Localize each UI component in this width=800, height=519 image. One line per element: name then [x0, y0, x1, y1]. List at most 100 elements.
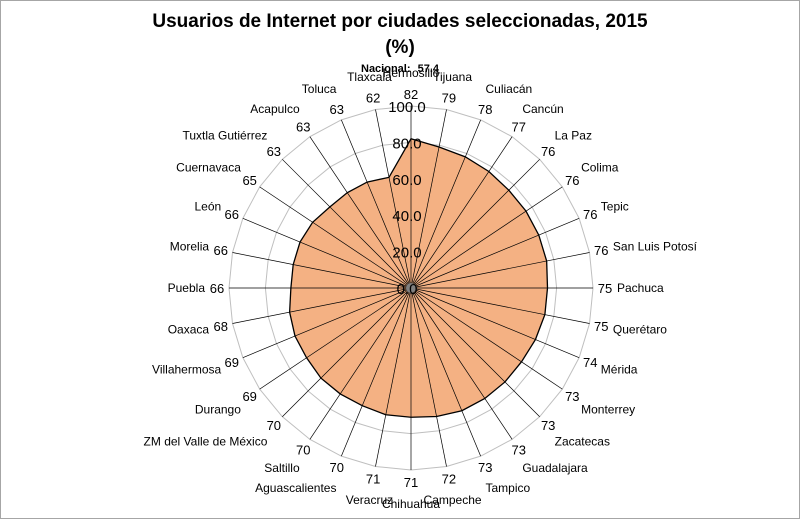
value-label: 69	[225, 355, 239, 370]
radial-tick-label: 0.0	[397, 281, 418, 298]
category-label: San Luis Potosí	[613, 239, 698, 253]
axis-spoke	[259, 287, 412, 390]
chart-title-line1: Usuarios de Internet por ciudades selecc…	[152, 11, 648, 32]
axis-spoke	[410, 287, 513, 440]
axis-spoke	[410, 287, 447, 467]
axis-spoke	[410, 287, 563, 390]
value-label: 82	[404, 87, 418, 102]
national-annotation: Nacional: 57.4	[1, 63, 799, 75]
national-annotation-label: Nacional:	[361, 63, 411, 75]
value-label: 70	[296, 442, 310, 457]
category-label: Morelia	[170, 239, 210, 253]
radial-tick-label: 40.0	[392, 208, 421, 225]
category-label: Monterrey	[581, 402, 635, 416]
category-label: Toluca	[302, 82, 337, 96]
category-label: Tlaxcala	[347, 70, 392, 84]
value-label: 73	[541, 418, 555, 433]
value-label: 63	[330, 102, 344, 117]
value-label: 70	[330, 460, 344, 475]
axis-spoke	[410, 136, 513, 289]
category-label: Campeche	[424, 493, 482, 507]
axis-spoke	[309, 287, 412, 440]
radial-tick-label: 20.0	[392, 245, 421, 262]
value-label: 66	[213, 243, 227, 258]
value-label: 65	[242, 173, 256, 188]
axis-spoke	[282, 287, 412, 417]
category-label: Chihuahua	[382, 497, 440, 511]
value-label: 62	[366, 91, 380, 106]
axis-spoke	[309, 136, 412, 289]
category-label: Saltillo	[264, 461, 300, 475]
axis-spoke	[410, 159, 540, 289]
category-label: Tijuana	[433, 70, 472, 84]
value-label: 75	[598, 281, 612, 296]
category-label: Acapulco	[250, 102, 300, 116]
category-label: Querétaro	[613, 323, 667, 337]
category-label: La Paz	[555, 128, 592, 142]
value-label: 76	[565, 173, 579, 188]
value-label: 77	[512, 120, 526, 135]
axis-spoke	[282, 159, 412, 289]
axis-spoke	[232, 252, 412, 289]
value-label: 79	[442, 91, 456, 106]
category-label: Aguascalientes	[255, 481, 336, 495]
axis-spoke	[410, 252, 590, 289]
value-label: 70	[267, 418, 281, 433]
radar-axis-ticks: 0.0 20.0 40.0 60.0 80.0 100.0	[388, 99, 426, 298]
center-marker	[406, 283, 416, 293]
value-label: 71	[366, 471, 380, 486]
value-label: 76	[594, 243, 608, 258]
radar-spokes	[229, 106, 593, 470]
value-label: 71	[404, 475, 418, 490]
category-label: Tepic	[601, 199, 629, 213]
radial-tick-label: 60.0	[392, 172, 421, 189]
chart-title-line2: (%)	[385, 37, 415, 58]
category-label: Veracruz	[346, 493, 393, 507]
axis-spoke	[341, 287, 412, 457]
value-label: 63	[296, 120, 310, 135]
radar-value-labels: 82 79 78 77 76 76 76 76 75 75 74 73 73 73 73 72 71 71 70 70…	[210, 87, 612, 490]
value-label: 73	[565, 389, 579, 404]
category-label: Tuxtla Gutiérrez	[182, 128, 267, 142]
axis-spoke	[410, 218, 580, 289]
value-label: 76	[583, 207, 597, 222]
value-label: 72	[442, 471, 456, 486]
category-label: Zacatecas	[555, 435, 610, 449]
axis-spoke	[410, 287, 481, 457]
axis-spoke	[259, 186, 412, 289]
value-label: 75	[594, 319, 608, 334]
category-label: Cuernavaca	[176, 161, 241, 175]
value-label: 69	[242, 389, 256, 404]
category-label: Durango	[195, 402, 241, 416]
category-label: ZM del Valle de México	[144, 435, 268, 449]
category-label: Hermosillo	[383, 66, 440, 80]
category-label: Puebla	[168, 281, 206, 295]
value-label: 68	[213, 319, 227, 334]
value-label: 74	[583, 355, 597, 370]
value-label: 78	[478, 102, 492, 117]
category-label: Villahermosa	[152, 363, 221, 377]
category-label: Mérida	[601, 363, 638, 377]
category-label: León	[195, 199, 222, 213]
axis-spoke	[341, 119, 412, 289]
value-label: 73	[478, 460, 492, 475]
axis-spoke	[410, 287, 540, 417]
chart-title: Usuarios de Internet por ciudades selecc…	[1, 9, 799, 61]
category-label: Pachuca	[617, 281, 664, 295]
axis-spoke	[375, 287, 412, 467]
category-label: Culiacán	[486, 82, 533, 96]
axis-spoke	[410, 287, 590, 324]
axis-spoke	[375, 109, 412, 289]
axis-spoke	[232, 287, 412, 324]
category-label: Colima	[581, 161, 619, 175]
value-label: 76	[541, 144, 555, 159]
category-label: Guadalajara	[522, 461, 588, 475]
axis-spoke	[410, 109, 447, 289]
axis-spoke	[242, 218, 412, 289]
value-label: 63	[267, 144, 281, 159]
value-label: 73	[512, 442, 526, 457]
axis-spoke	[410, 186, 563, 289]
